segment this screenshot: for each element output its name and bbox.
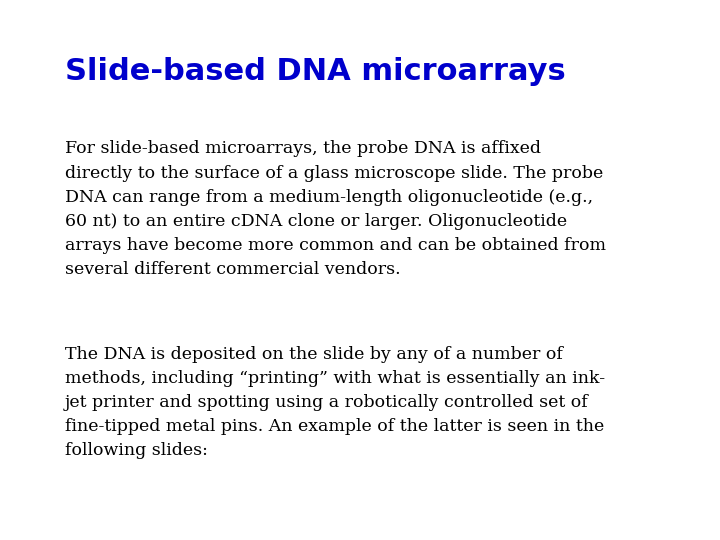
Text: For slide-based microarrays, the probe DNA is affixed
directly to the surface of: For slide-based microarrays, the probe D…	[65, 140, 606, 278]
Text: The DNA is deposited on the slide by any of a number of
methods, including “prin: The DNA is deposited on the slide by any…	[65, 346, 605, 459]
Text: Slide-based DNA microarrays: Slide-based DNA microarrays	[65, 57, 565, 86]
